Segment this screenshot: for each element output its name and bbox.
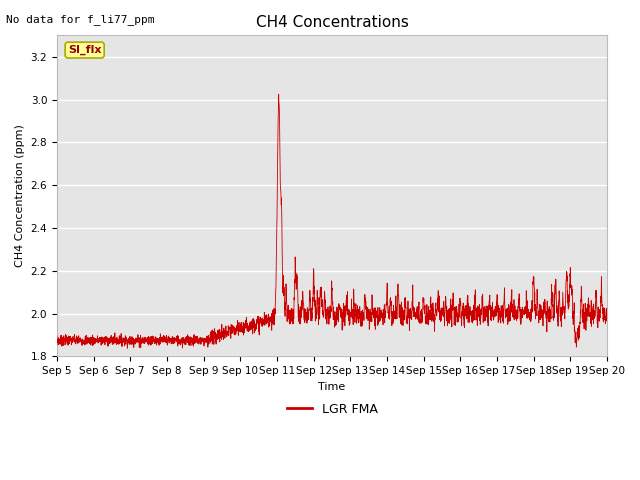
X-axis label: Time: Time bbox=[318, 382, 346, 392]
Legend: LGR FMA: LGR FMA bbox=[282, 398, 382, 420]
Title: CH4 Concentrations: CH4 Concentrations bbox=[255, 15, 408, 30]
Text: No data for f_li77_ppm: No data for f_li77_ppm bbox=[6, 14, 155, 25]
Text: SI_flx: SI_flx bbox=[68, 45, 101, 55]
Y-axis label: CH4 Concentration (ppm): CH4 Concentration (ppm) bbox=[15, 124, 25, 267]
